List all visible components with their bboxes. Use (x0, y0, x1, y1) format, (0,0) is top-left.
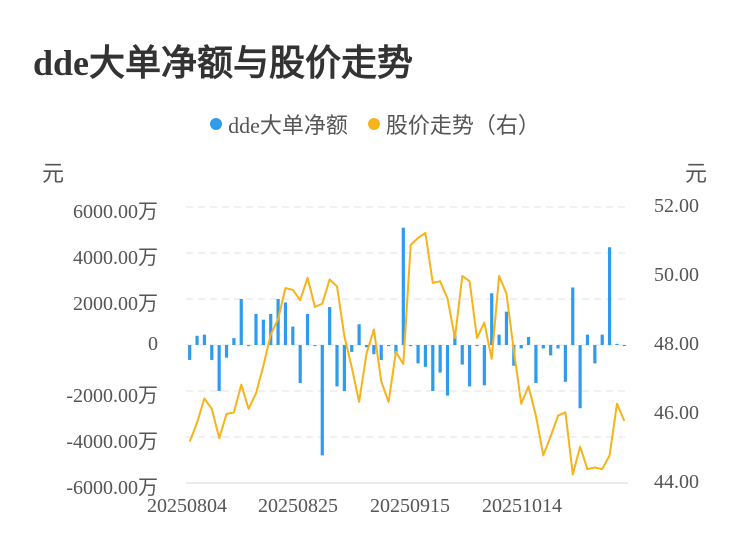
bar[interactable] (350, 345, 354, 352)
bar[interactable] (210, 345, 214, 360)
bar[interactable] (320, 345, 324, 456)
left-tick-label: -2000.00万 (66, 385, 158, 407)
left-axis-unit: 元 (42, 161, 65, 186)
bar[interactable] (202, 334, 207, 345)
bar[interactable] (305, 313, 310, 345)
bar[interactable] (460, 345, 464, 365)
bar[interactable] (188, 345, 192, 360)
bar[interactable] (526, 336, 531, 345)
bar[interactable] (298, 345, 302, 383)
legend-label-dde: dde大单净额 (228, 113, 348, 138)
x-tick-label: 20250915 (370, 495, 450, 517)
left-tick-label: -4000.00万 (66, 431, 158, 453)
bar[interactable] (335, 345, 339, 387)
left-tick-label: 4000.00万 (73, 247, 158, 269)
bar[interactable] (379, 345, 383, 360)
bar[interactable] (431, 345, 435, 391)
right-axis-unit: 元 (685, 161, 708, 186)
bar[interactable] (291, 326, 295, 345)
legend-label-price: 股价走势（右） (385, 113, 540, 138)
bar[interactable] (549, 345, 553, 356)
bar[interactable] (254, 313, 258, 345)
bar[interactable] (328, 307, 332, 345)
bar[interactable] (482, 345, 486, 386)
bar[interactable] (372, 345, 376, 355)
bar[interactable] (283, 302, 288, 345)
legend: dde大单净额 股价走势（右） (0, 108, 750, 140)
bar[interactable] (593, 345, 597, 364)
bar[interactable] (342, 345, 346, 391)
bar[interactable] (224, 345, 229, 358)
bar[interactable] (313, 345, 317, 347)
right-tick-label: 52.00 (654, 195, 699, 217)
x-tick-label: 20250825 (258, 495, 338, 517)
left-tick-label: 2000.00万 (73, 293, 158, 315)
left-tick-label: 0 (148, 333, 158, 355)
bar[interactable] (490, 293, 494, 345)
bar[interactable] (239, 299, 243, 345)
bar[interactable] (394, 345, 398, 355)
bar[interactable] (364, 345, 369, 348)
right-tick-label: 48.00 (654, 333, 699, 355)
bar[interactable] (607, 247, 612, 345)
bar[interactable] (475, 345, 479, 347)
bar[interactable] (497, 334, 501, 345)
bar[interactable] (217, 345, 221, 391)
bar[interactable] (578, 345, 582, 409)
bar[interactable] (556, 345, 560, 349)
bar[interactable] (445, 345, 450, 396)
bar[interactable] (423, 345, 428, 367)
bar[interactable] (541, 345, 545, 349)
bar[interactable] (615, 343, 619, 345)
legend-dot-icon-yellow (367, 118, 380, 130)
x-tick-label: 20250804 (147, 495, 227, 517)
left-tick-label: 6000.00万 (73, 201, 158, 223)
bar[interactable] (409, 345, 413, 347)
bar[interactable] (563, 345, 567, 382)
right-tick-label: 50.00 (654, 264, 699, 286)
legend-item-dde[interactable]: dde大单净额 (210, 108, 348, 140)
right-tick-label: 44.00 (654, 471, 699, 493)
right-tick-label: 46.00 (654, 402, 699, 424)
price-line[interactable] (188, 231, 626, 476)
bar[interactable] (357, 324, 361, 345)
legend-dot-icon-blue (210, 118, 223, 130)
bar[interactable] (269, 313, 273, 345)
bar[interactable] (453, 334, 457, 345)
chart-title: dde大单净额与股价走势 (33, 43, 414, 83)
bar[interactable] (622, 345, 626, 346)
x-tick-label: 20251014 (482, 495, 562, 517)
bar[interactable] (276, 299, 280, 345)
bar[interactable] (386, 345, 391, 347)
bar[interactable] (468, 345, 472, 387)
bar[interactable] (571, 287, 575, 346)
bar[interactable] (504, 311, 509, 345)
bar[interactable] (232, 338, 236, 345)
legend-item-price[interactable]: 股价走势（右） (367, 108, 540, 140)
bar[interactable] (261, 319, 265, 345)
bar[interactable] (585, 334, 590, 345)
bar[interactable] (195, 335, 199, 345)
bar[interactable] (247, 345, 251, 347)
bar[interactable] (534, 345, 538, 383)
bar[interactable] (600, 334, 604, 345)
bar[interactable] (416, 345, 420, 364)
bar[interactable] (438, 345, 442, 373)
bar[interactable] (519, 345, 523, 349)
bar[interactable] (401, 227, 405, 345)
left-tick-label: -6000.00万 (66, 477, 158, 499)
